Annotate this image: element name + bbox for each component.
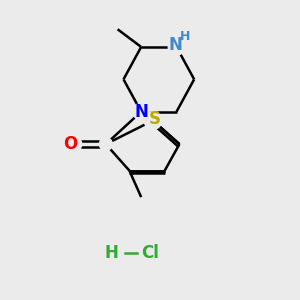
Circle shape	[144, 112, 162, 129]
Circle shape	[99, 138, 112, 151]
Circle shape	[65, 136, 82, 152]
Text: H: H	[180, 30, 190, 43]
Circle shape	[133, 103, 149, 120]
Text: O: O	[63, 135, 77, 153]
Text: S: S	[148, 110, 160, 128]
Text: H: H	[105, 244, 119, 262]
Circle shape	[168, 39, 185, 55]
Text: N: N	[134, 103, 148, 121]
Text: N: N	[168, 37, 182, 55]
Text: Cl: Cl	[141, 244, 159, 262]
